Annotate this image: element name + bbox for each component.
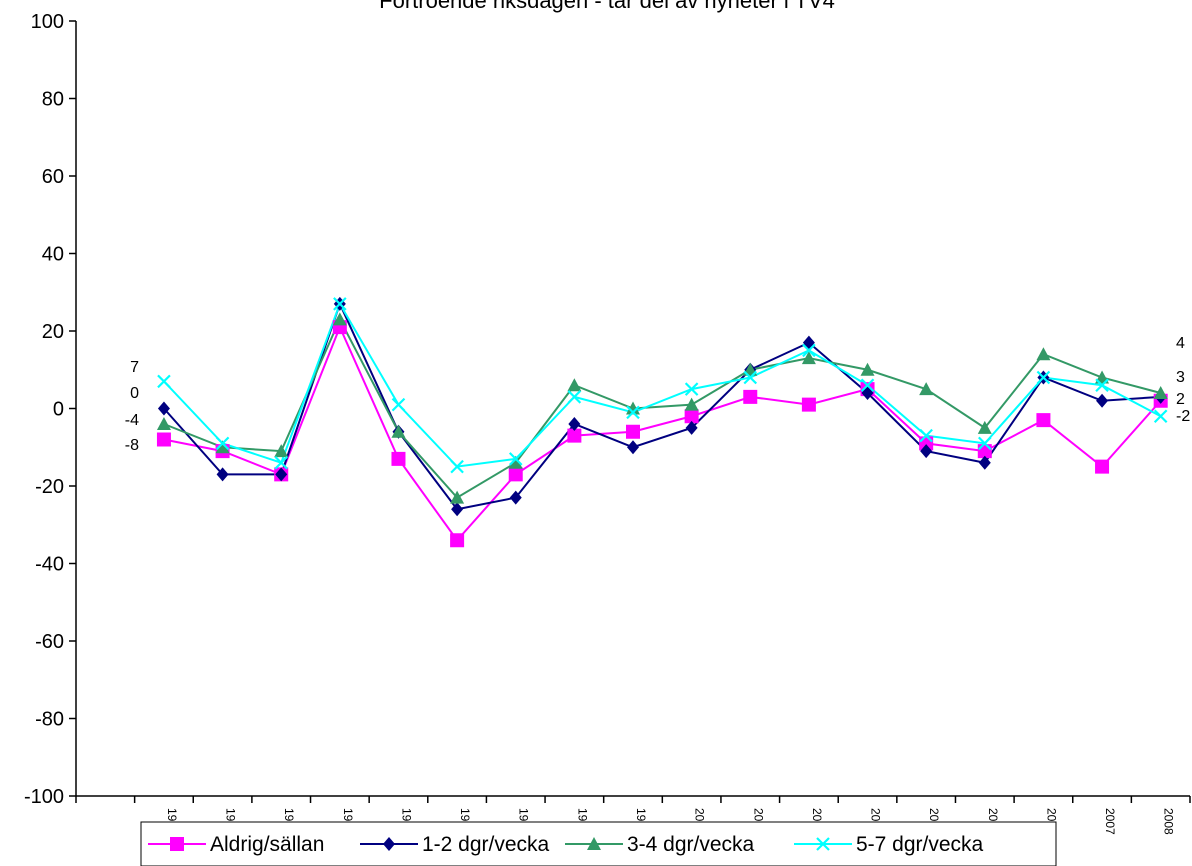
- start-data-label: 7: [130, 359, 139, 376]
- data-point: [1096, 393, 1109, 408]
- data-point: [391, 424, 406, 438]
- data-point: [1095, 459, 1110, 474]
- legend-label: Aldrig/sällan: [210, 833, 324, 856]
- data-point: [156, 432, 171, 447]
- data-point: [450, 490, 465, 504]
- data-point: [977, 420, 992, 434]
- y-tick-label: 80: [42, 89, 64, 111]
- data-point: [685, 420, 698, 435]
- legend-marker: [383, 837, 395, 851]
- series-line: [163, 324, 1162, 542]
- data-point: [567, 390, 582, 404]
- legend: Aldrig/sällan 1-2 dgr/vecka 3-4 dgr/vecka 5…: [140, 821, 1057, 866]
- end-data-label: 4: [1176, 335, 1185, 352]
- series-markers: [156, 296, 1168, 548]
- data-point: [274, 455, 288, 470]
- data-point: [157, 401, 170, 416]
- data-point: [860, 362, 875, 376]
- data-point: [684, 409, 699, 424]
- x-tick-label: 2008: [1162, 808, 1176, 835]
- start-data-label: -4: [125, 412, 139, 429]
- data-point: [801, 397, 816, 412]
- data-point: [509, 490, 522, 505]
- data-point: [743, 370, 758, 385]
- y-axis: 100 80 60 40 20 0 -20 -40 -60 -80 -100: [24, 11, 77, 808]
- end-data-label: 3: [1176, 369, 1185, 386]
- data-point: [626, 424, 640, 439]
- y-tick-label: -40: [35, 554, 64, 576]
- data-point: [743, 389, 758, 404]
- data-point: [332, 312, 347, 326]
- y-tick-label: -100: [24, 786, 64, 808]
- data-point: [450, 533, 465, 548]
- data-point: [978, 436, 992, 451]
- series-line: [163, 317, 1161, 499]
- data-point: [567, 428, 582, 443]
- data-point: [215, 436, 230, 451]
- legend-label: 3-4 dgr/vecka: [627, 833, 755, 856]
- data-point: [1153, 409, 1168, 424]
- data-point: [451, 502, 464, 517]
- y-tick-label: -20: [35, 476, 64, 498]
- data-point: [508, 467, 523, 482]
- data-point: [1153, 386, 1168, 399]
- data-point: [919, 428, 933, 443]
- data-point: [920, 444, 933, 459]
- data-point: [450, 459, 464, 474]
- y-tick-label: 0: [53, 399, 64, 421]
- data-point: [684, 397, 699, 411]
- legend-marker: [587, 837, 601, 850]
- end-data-label: 2: [1176, 391, 1185, 408]
- data-point: [1036, 413, 1051, 428]
- data-point: [508, 455, 523, 469]
- data-point: [1036, 370, 1051, 385]
- legend-marker: [170, 837, 184, 851]
- data-point: [275, 467, 288, 482]
- data-point: [626, 405, 640, 420]
- series-line: [163, 301, 1162, 468]
- y-tick-label: 20: [42, 321, 64, 343]
- y-tick-label: 40: [42, 244, 64, 266]
- y-tick-label: -60: [35, 631, 64, 653]
- data-labels: 7 0 -4 -8 4 3 2-2: [125, 335, 1191, 454]
- legend-label: 5-7 dgr/vecka: [856, 833, 984, 856]
- data-point: [1095, 378, 1109, 393]
- data-point: [626, 401, 640, 415]
- end-data-label: -2: [1176, 408, 1190, 425]
- data-point: [508, 452, 523, 466]
- legend-marker: [816, 837, 830, 851]
- data-point: [274, 444, 289, 458]
- data-point: [216, 467, 229, 482]
- data-point: [157, 374, 171, 389]
- data-point: [568, 417, 581, 431]
- data-point: [567, 378, 582, 392]
- data-point: [627, 440, 639, 455]
- data-point: [802, 343, 816, 358]
- start-data-label: -8: [125, 437, 139, 454]
- data-point: [391, 451, 406, 466]
- series-lines: [163, 301, 1162, 542]
- x-tick-label: 2007: [1103, 808, 1117, 835]
- start-data-label: 0: [130, 385, 139, 402]
- data-point: [156, 417, 171, 430]
- data-point: [1036, 347, 1051, 361]
- data-point: [801, 351, 816, 365]
- y-tick-label: -80: [35, 709, 64, 731]
- y-tick-label: 60: [42, 166, 64, 188]
- data-point: [919, 382, 934, 396]
- data-point: [391, 397, 406, 412]
- data-point: [215, 440, 230, 454]
- data-point: [333, 297, 347, 311]
- data-point: [978, 455, 991, 470]
- data-point: [860, 378, 875, 393]
- data-point: [684, 382, 699, 396]
- chart-title: Förtroende riksdagen - tar del av nyhete…: [379, 0, 835, 13]
- legend-label: 1-2 dgr/vecka: [422, 833, 550, 856]
- y-tick-label: 100: [31, 11, 64, 33]
